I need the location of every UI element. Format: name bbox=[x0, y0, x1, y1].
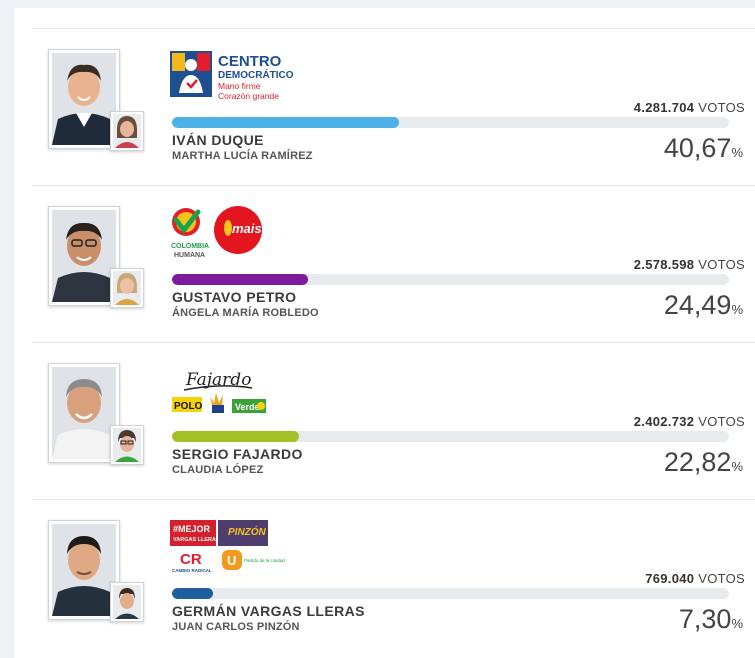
running-mate-name: MARTHA LUCÍA RAMÍREZ bbox=[172, 150, 313, 162]
percent-sign: % bbox=[731, 302, 743, 317]
candidate-photo-group bbox=[48, 520, 144, 622]
svg-text:CR: CR bbox=[180, 551, 202, 568]
votes-unit: VOTOS bbox=[698, 257, 745, 272]
running-mate-photo bbox=[110, 425, 144, 465]
vote-share-fill bbox=[172, 431, 300, 442]
candidate-photo-group bbox=[48, 206, 144, 308]
vote-share-bar bbox=[172, 117, 729, 128]
percent-sign: % bbox=[731, 616, 743, 631]
vote-number: 769.040 bbox=[645, 571, 695, 586]
vote-count: 2.402.732 VOTOS bbox=[634, 414, 745, 429]
svg-text:#MEJOR: #MEJOR bbox=[173, 524, 211, 534]
fajardo-signature-logo: Fajardo bbox=[183, 370, 253, 391]
party-logos: CENTRO DEMOCRÁTICO Mano firme Corazón gr… bbox=[170, 49, 390, 103]
percent-value: 7,30 bbox=[678, 604, 732, 634]
candidate-name: GERMÁN VARGAS LLERAS bbox=[172, 603, 365, 619]
percent-value: 22,82 bbox=[663, 447, 732, 477]
percent-sign: % bbox=[731, 145, 743, 160]
running-mate-photo bbox=[110, 268, 144, 308]
verde-logo: Verde bbox=[232, 399, 266, 413]
running-mate-name: CLAUDIA LÓPEZ bbox=[172, 464, 264, 476]
svg-text:VARGAS LLERAS: VARGAS LLERAS bbox=[173, 537, 220, 543]
running-mate-photo bbox=[110, 582, 144, 622]
candidate-photo-group bbox=[48, 363, 144, 465]
svg-text:Corazón grande: Corazón grande bbox=[218, 91, 279, 101]
colombia-humana-logo: COLOMBIA HUMANA bbox=[171, 208, 209, 259]
partido-de-la-u-logo: U Partido de la Unidad bbox=[222, 550, 285, 570]
votes-unit: VOTOS bbox=[698, 571, 745, 586]
vote-percent: 40,67% bbox=[664, 133, 743, 164]
candidate-row-fajardo[interactable]: Fajardo POLO Verde 2.402.732 VOTOS bbox=[32, 342, 755, 499]
vote-share-bar bbox=[172, 588, 729, 599]
candidate-name: IVÁN DUQUE bbox=[172, 132, 264, 148]
running-mate-photo bbox=[110, 111, 144, 151]
vote-share-fill bbox=[172, 588, 213, 599]
vote-number: 2.578.598 bbox=[633, 257, 695, 272]
cambio-radical-logo: CR CAMBIO RADICAL bbox=[172, 551, 212, 573]
candidate-photo bbox=[48, 363, 120, 463]
svg-text:mais: mais bbox=[232, 221, 262, 236]
votes-unit: VOTOS bbox=[698, 100, 745, 115]
svg-text:CENTRO: CENTRO bbox=[218, 53, 282, 70]
running-mate-name: JUAN CARLOS PINZÓN bbox=[172, 621, 300, 633]
svg-text:DEMOCRÁTICO: DEMOCRÁTICO bbox=[218, 68, 294, 81]
polo-logo: POLO bbox=[172, 397, 203, 412]
svg-text:U: U bbox=[227, 553, 236, 568]
percent-sign: % bbox=[731, 459, 743, 474]
svg-text:Mano firme: Mano firme bbox=[218, 81, 261, 91]
results-panel: CENTRO DEMOCRÁTICO Mano firme Corazón gr… bbox=[14, 8, 755, 658]
vote-share-fill bbox=[172, 274, 309, 285]
vote-share-bar bbox=[172, 431, 729, 442]
candidate-photo bbox=[48, 206, 120, 306]
svg-text:Verde: Verde bbox=[235, 402, 260, 412]
party-logos: COLOMBIA HUMANA mais bbox=[170, 206, 390, 260]
svg-text:HUMANA: HUMANA bbox=[174, 252, 205, 259]
pinzon-logo: PINZÓN bbox=[218, 520, 268, 546]
svg-text:POLO: POLO bbox=[174, 401, 203, 412]
vote-number: 2.402.732 bbox=[633, 414, 695, 429]
percent-value: 40,67 bbox=[663, 133, 732, 163]
svg-text:Fajardo: Fajardo bbox=[185, 370, 251, 390]
centro-democratico-logo: CENTRO DEMOCRÁTICO Mano firme Corazón gr… bbox=[170, 51, 294, 101]
compromiso-ciudadano-logo bbox=[210, 393, 224, 413]
vote-share-fill bbox=[172, 117, 399, 128]
party-logos: #MEJOR VARGAS LLERAS PINZÓN CR CAMBIO RA… bbox=[170, 520, 390, 574]
mejor-vargas-lleras-logo: #MEJOR VARGAS LLERAS bbox=[170, 520, 220, 546]
mais-logo: mais bbox=[214, 206, 262, 254]
party-logos: Fajardo POLO Verde bbox=[170, 363, 390, 417]
vote-percent: 24,49% bbox=[664, 290, 743, 321]
candidate-name: GUSTAVO PETRO bbox=[172, 289, 297, 305]
candidate-photo-group bbox=[48, 49, 144, 151]
svg-text:PINZÓN: PINZÓN bbox=[228, 525, 267, 538]
candidate-photo bbox=[48, 520, 120, 620]
svg-text:COLOMBIA: COLOMBIA bbox=[171, 243, 209, 250]
percent-value: 24,49 bbox=[663, 290, 732, 320]
vote-share-bar bbox=[172, 274, 729, 285]
vote-percent: 7,30% bbox=[679, 604, 743, 635]
svg-text:Partido de la Unidad: Partido de la Unidad bbox=[244, 558, 285, 563]
vote-count: 769.040 VOTOS bbox=[645, 571, 745, 586]
running-mate-name: ÁNGELA MARÍA ROBLEDO bbox=[172, 307, 319, 319]
votes-unit: VOTOS bbox=[698, 414, 745, 429]
candidate-name: SERGIO FAJARDO bbox=[172, 446, 303, 462]
vote-number: 4.281.704 bbox=[633, 100, 695, 115]
candidate-row-vargas-lleras[interactable]: #MEJOR VARGAS LLERAS PINZÓN CR CAMBIO RA… bbox=[32, 499, 755, 656]
candidate-photo bbox=[48, 49, 120, 149]
vote-percent: 22,82% bbox=[664, 447, 743, 478]
candidate-row-duque[interactable]: CENTRO DEMOCRÁTICO Mano firme Corazón gr… bbox=[32, 28, 755, 185]
candidate-row-petro[interactable]: COLOMBIA HUMANA mais 2.578.598 VOTOS GUS… bbox=[32, 185, 755, 342]
svg-text:CAMBIO RADICAL: CAMBIO RADICAL bbox=[172, 568, 212, 573]
vote-count: 2.578.598 VOTOS bbox=[634, 257, 745, 272]
vote-count: 4.281.704 VOTOS bbox=[634, 100, 745, 115]
